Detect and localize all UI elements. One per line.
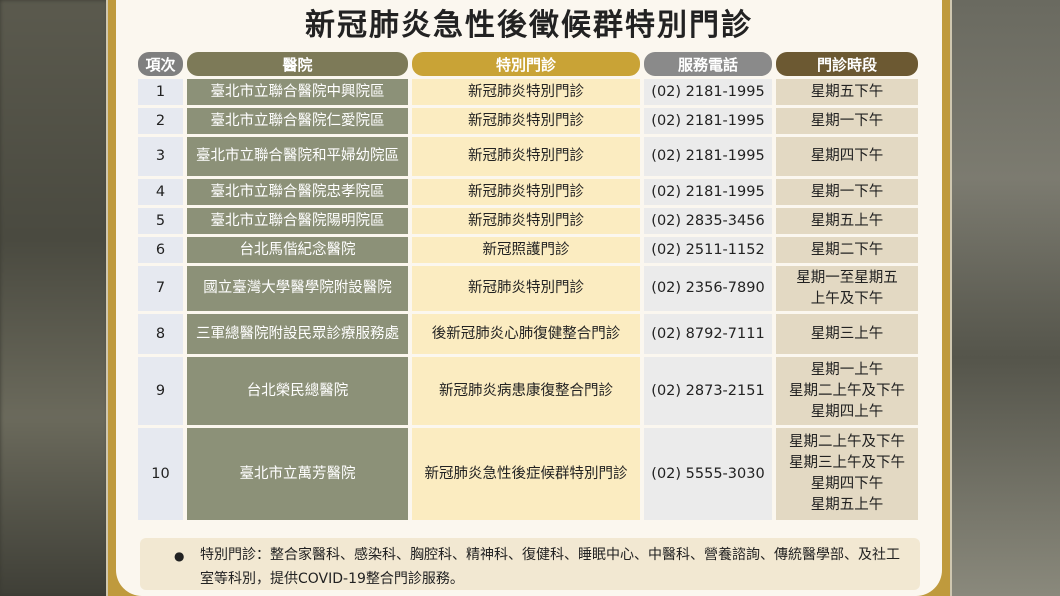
table-row: 2 臺北市立聯合醫院仁愛院區 新冠肺炎特別門診 (02) 2181-1995 星期一下午 bbox=[138, 108, 918, 134]
row-clinic: 新冠肺炎急性後症候群特別門診 bbox=[412, 428, 640, 520]
row-phone: (02) 2873-2151 bbox=[644, 357, 772, 425]
row-time: 星期一上午星期二上午及下午 星期四上午 bbox=[776, 357, 918, 425]
table-row: 6 台北馬偕紀念醫院 新冠照護門診 (02) 2511-1152 星期二下午 bbox=[138, 237, 918, 263]
row-phone: (02) 2835-3456 bbox=[644, 208, 772, 234]
bullet-icon: ● bbox=[174, 549, 185, 563]
row-index: 1 bbox=[138, 79, 183, 105]
row-time: 星期五上午 bbox=[776, 208, 918, 234]
row-index: 7 bbox=[138, 266, 183, 311]
header-time: 門診時段 bbox=[776, 52, 918, 76]
row-phone: (02) 2181-1995 bbox=[644, 179, 772, 205]
row-index: 6 bbox=[138, 237, 183, 263]
row-time: 星期二上午及下午 星期三上午及下午 星期四下午星期五上午 bbox=[776, 428, 918, 520]
time-line: 星期五下午 bbox=[810, 83, 884, 100]
row-index: 2 bbox=[138, 108, 183, 134]
time-line: 星期三上午 bbox=[810, 325, 884, 342]
table-row: 5 臺北市立聯合醫院陽明院區 新冠肺炎特別門診 (02) 2835-3456 星期五上午 bbox=[138, 208, 918, 234]
time-line: 星期四下午 bbox=[810, 148, 884, 164]
row-hospital: 國立臺灣大學醫學院附設醫院 bbox=[187, 266, 408, 311]
divider-right bbox=[950, 0, 952, 596]
row-index: 10 bbox=[138, 428, 183, 520]
row-time: 星期一下午 bbox=[776, 179, 918, 205]
time-line: 星期四上午 bbox=[810, 403, 884, 420]
row-time: 星期三上午 bbox=[776, 314, 918, 354]
row-time: 星期一至星期五 上午及下午 bbox=[776, 266, 918, 311]
row-phone: (02) 2511-1152 bbox=[644, 237, 772, 263]
row-phone: (02) 2356-7890 bbox=[644, 266, 772, 311]
row-clinic: 新冠肺炎特別門診 bbox=[412, 266, 640, 311]
header-phone: 服務電話 bbox=[644, 52, 772, 76]
row-phone: (02) 2181-1995 bbox=[644, 108, 772, 134]
table-row: 7 國立臺灣大學醫學院附設醫院 新冠肺炎特別門診 (02) 2356-7890 星期一至… bbox=[138, 266, 918, 311]
row-index: 5 bbox=[138, 208, 183, 234]
footnote-text: 特別門診：整合家醫科、感染科、胸腔科、精神科、復健科、睡眠中心、中醫科、營養諮詢… bbox=[200, 547, 900, 587]
page-title: 新冠肺炎急性後徵候群特別門診 bbox=[305, 8, 753, 43]
row-clinic: 新冠肺炎特別門診 bbox=[412, 108, 640, 134]
divider-left bbox=[106, 0, 108, 596]
row-hospital: 臺北市立聯合醫院和平婦幼院區 bbox=[187, 137, 408, 176]
time-line: 星期一上午 bbox=[810, 361, 884, 378]
row-time: 星期四下午 bbox=[776, 137, 918, 176]
table-row: 10 臺北市立萬芳醫院 新冠肺炎急性後症候群特別門診 (02) 5555-3030 星期… bbox=[138, 428, 918, 520]
row-clinic: 新冠肺炎病患康復整合門診 bbox=[412, 357, 640, 425]
row-clinic: 新冠肺炎特別門診 bbox=[412, 137, 640, 176]
row-hospital: 臺北市立聯合醫院仁愛院區 bbox=[187, 108, 408, 134]
row-phone: (02) 2181-1995 bbox=[644, 137, 772, 176]
background-right-blur bbox=[950, 0, 1060, 596]
header-hospital: 醫院 bbox=[187, 52, 408, 76]
time-line: 星期一下午 bbox=[810, 183, 884, 200]
time-line: 星期四下午 bbox=[810, 476, 884, 492]
table-header-row: 項次 醫院 特別門診 服務電話 門診時段 bbox=[138, 52, 918, 76]
header-index: 項次 bbox=[138, 52, 183, 76]
row-index: 9 bbox=[138, 357, 183, 425]
table-row: 9 台北榮民總醫院 新冠肺炎病患康復整合門診 (02) 2873-2151 星期一上午星… bbox=[138, 357, 918, 425]
row-hospital: 臺北市立聯合醫院中興院區 bbox=[187, 79, 408, 105]
time-line: 星期五上午 bbox=[810, 497, 884, 513]
table-row: 3 臺北市立聯合醫院和平婦幼院區 新冠肺炎特別門診 (02) 2181-1995 星期四… bbox=[138, 137, 918, 176]
table-row: 4 臺北市立聯合醫院忠孝院區 新冠肺炎特別門診 (02) 2181-1995 星期一下午 bbox=[138, 179, 918, 205]
time-line: 星期一下午 bbox=[810, 112, 884, 129]
clinic-table: 項次 醫院 特別門診 服務電話 門診時段 1 臺北市立聯合醫院中興院區 新冠肺炎特別… bbox=[134, 49, 922, 523]
row-hospital: 臺北市立聯合醫院陽明院區 bbox=[187, 208, 408, 234]
row-hospital: 臺北市立萬芳醫院 bbox=[187, 428, 408, 520]
row-index: 4 bbox=[138, 179, 183, 205]
row-time: 星期五下午 bbox=[776, 79, 918, 105]
table-row: 8 三軍總醫院附設民眾診療服務處 後新冠肺炎心肺復健整合門診 (02) 8792-71… bbox=[138, 314, 918, 354]
row-phone: (02) 2181-1995 bbox=[644, 79, 772, 105]
row-clinic: 新冠肺炎特別門診 bbox=[412, 79, 640, 105]
footnote-box: ● 特別門診：整合家醫科、感染科、胸腔科、精神科、復健科、睡眠中心、中醫科、營養… bbox=[140, 538, 920, 590]
time-line: 星期一至星期五 bbox=[796, 269, 898, 286]
time-line: 星期三上午及下午 bbox=[789, 455, 905, 471]
row-index: 3 bbox=[138, 137, 183, 176]
row-time: 星期一下午 bbox=[776, 108, 918, 134]
row-index: 8 bbox=[138, 314, 183, 354]
row-hospital: 臺北市立聯合醫院忠孝院區 bbox=[187, 179, 408, 205]
row-hospital: 台北榮民總醫院 bbox=[187, 357, 408, 425]
time-line: 星期五上午 bbox=[810, 212, 884, 229]
row-hospital: 三軍總醫院附設民眾診療服務處 bbox=[187, 314, 408, 354]
header-clinic: 特別門診 bbox=[412, 52, 640, 76]
table-row: 1 臺北市立聯合醫院中興院區 新冠肺炎特別門診 (02) 2181-1995 星期五下午 bbox=[138, 79, 918, 105]
row-hospital: 台北馬偕紀念醫院 bbox=[187, 237, 408, 263]
row-phone: (02) 8792-7111 bbox=[644, 314, 772, 354]
row-clinic: 新冠肺炎特別門診 bbox=[412, 208, 640, 234]
row-clinic: 後新冠肺炎心肺復健整合門診 bbox=[412, 314, 640, 354]
row-clinic: 新冠照護門診 bbox=[412, 237, 640, 263]
row-clinic: 新冠肺炎特別門診 bbox=[412, 179, 640, 205]
row-time: 星期二下午 bbox=[776, 237, 918, 263]
time-line: 星期二上午及下午 bbox=[789, 382, 905, 399]
time-line: 星期二上午及下午 bbox=[789, 434, 905, 450]
time-line: 上午及下午 bbox=[810, 290, 884, 307]
time-line: 星期二下午 bbox=[810, 241, 884, 258]
background-left-blur bbox=[0, 0, 108, 596]
row-phone: (02) 5555-3030 bbox=[644, 428, 772, 520]
